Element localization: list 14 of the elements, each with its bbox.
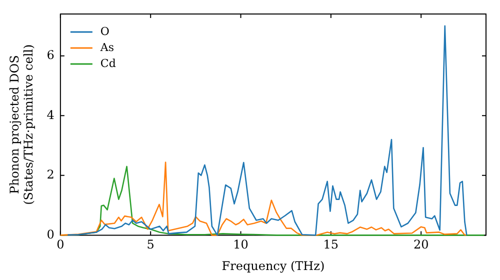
y-tick-label: 0 xyxy=(46,227,54,242)
x-tick-label: 10 xyxy=(233,238,248,252)
x-tick-label: 0 xyxy=(56,238,64,252)
x-tick-label: 20 xyxy=(413,238,429,252)
legend-label: O xyxy=(100,24,110,38)
y-tick-label: 6 xyxy=(46,48,54,62)
legend-label: Cd xyxy=(100,56,116,70)
x-axis-title: Frequency (THz) xyxy=(222,258,325,273)
x-tick-label: 5 xyxy=(146,238,154,252)
x-tick-label: 15 xyxy=(323,238,339,252)
y-tick-label: 4 xyxy=(46,108,55,122)
y-tick-label: 2 xyxy=(46,168,54,182)
legend-label: As xyxy=(99,40,114,54)
y-axis-title: Phonon projected DOS (States/THz·primitive cell) xyxy=(7,44,36,205)
